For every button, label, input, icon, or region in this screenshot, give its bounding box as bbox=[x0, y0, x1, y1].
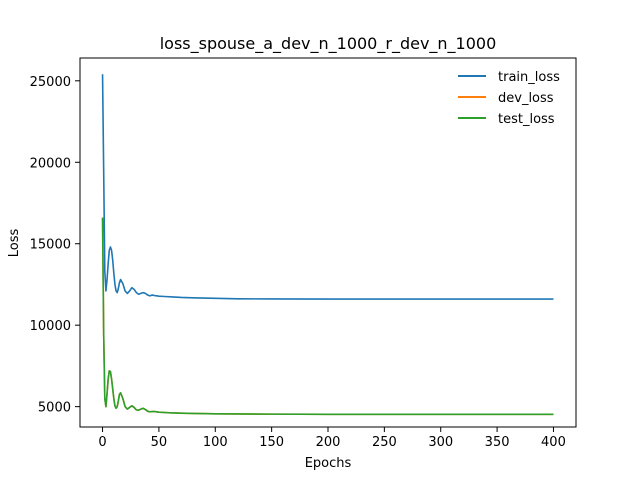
x-tick-label: 50 bbox=[151, 435, 168, 450]
legend: train_loss dev_loss test_loss bbox=[458, 70, 560, 127]
x-tick-label: 0 bbox=[98, 435, 106, 450]
chart-title: loss_spouse_a_dev_n_1000_r_dev_n_1000 bbox=[160, 34, 497, 54]
x-axis-label: Epochs bbox=[305, 456, 352, 471]
plot-frame bbox=[79, 57, 577, 428]
y-tick-label: 5000 bbox=[38, 401, 71, 416]
x-tick-label: 100 bbox=[203, 435, 228, 450]
legend-label: test_loss bbox=[498, 112, 555, 127]
series-line-test-loss bbox=[101, 217, 554, 416]
legend-label: dev_loss bbox=[498, 91, 554, 106]
x-tick-label: 400 bbox=[541, 435, 566, 450]
series-line-train-loss bbox=[101, 74, 554, 300]
x-tick-label: 300 bbox=[428, 435, 453, 450]
y-tick-label: 15000 bbox=[30, 238, 71, 253]
plot-area bbox=[101, 74, 554, 416]
y-tick-label: 20000 bbox=[30, 156, 71, 171]
legend-label: train_loss bbox=[498, 70, 560, 85]
y-axis-label: Loss bbox=[7, 229, 22, 258]
x-tick-label: 250 bbox=[372, 435, 397, 450]
x-tick-label: 200 bbox=[316, 435, 341, 450]
y-tick-label: 10000 bbox=[30, 319, 71, 334]
x-tick-label: 350 bbox=[485, 435, 510, 450]
x-tick-label: 150 bbox=[259, 435, 284, 450]
y-tick-label: 25000 bbox=[30, 75, 71, 90]
axis-ticks: 0 50 100 150 200 250 300 350 400 5000 10000 15000 20… bbox=[30, 75, 566, 450]
